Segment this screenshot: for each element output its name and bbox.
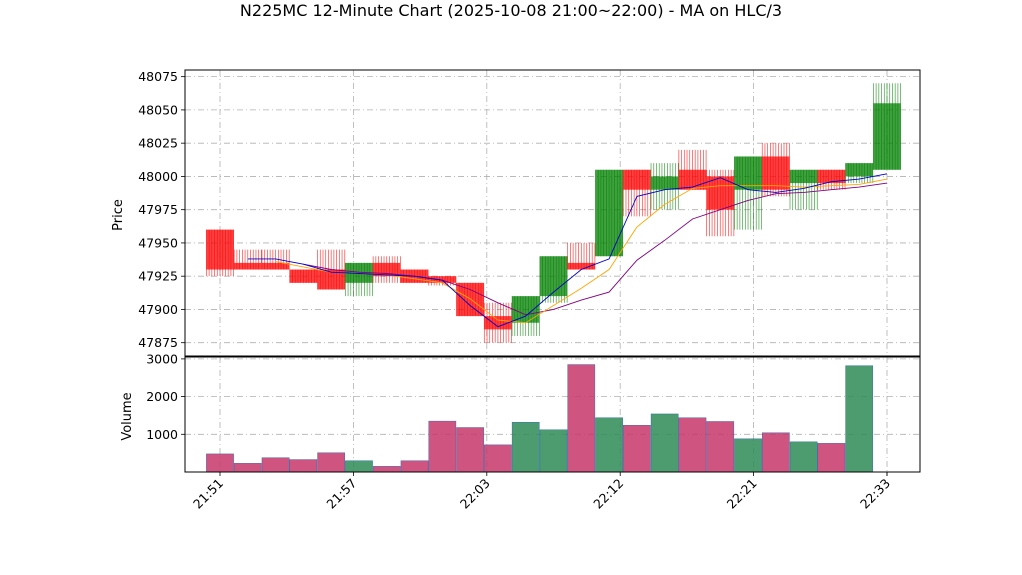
price-axis-label: Price <box>111 199 126 231</box>
volume-bar <box>567 364 596 473</box>
volume-bar <box>706 421 735 473</box>
candle-body <box>873 103 901 170</box>
candle-down <box>483 302 512 343</box>
price-tick-label: 48050 <box>138 102 178 117</box>
candle-up <box>650 163 679 210</box>
candle-body <box>317 269 345 290</box>
ma-slow-line <box>303 182 888 316</box>
x-tick-label: 21:51 <box>190 476 226 512</box>
volume-tick-label: 3000 <box>146 351 178 366</box>
candle-body <box>428 276 456 283</box>
volume-bar <box>845 365 874 473</box>
price-tick-label: 47975 <box>138 202 178 217</box>
price-frame <box>184 69 921 357</box>
candle-up <box>595 169 624 257</box>
volume-bar <box>206 453 234 473</box>
candle-body <box>734 156 762 190</box>
volume-bar <box>400 460 429 473</box>
volume-bar <box>484 444 512 473</box>
candle-down <box>817 169 846 190</box>
price-panel: 47875 47900 47925 47950 47975 48000 48025 48050… <box>111 69 921 357</box>
volume-bar <box>261 457 290 473</box>
volume-bar <box>372 466 401 473</box>
candle-body <box>567 262 595 270</box>
volume-axis-label: Volume <box>120 392 135 440</box>
candle-up <box>344 262 373 297</box>
volume-bar <box>734 438 762 473</box>
x-tick-label: 21:57 <box>323 476 359 512</box>
price-tick-label: 47925 <box>138 269 178 284</box>
candle-up <box>734 156 763 230</box>
candle-up <box>873 83 901 170</box>
candle-down <box>206 229 234 277</box>
volume-bar <box>789 441 818 473</box>
volume-bar <box>817 443 846 473</box>
candle-body <box>345 262 373 283</box>
x-axis: 21:51 21:57 22:03 22:12 22:21 22:33 <box>190 472 893 512</box>
volume-bar <box>678 417 707 473</box>
volume-bar <box>762 432 790 473</box>
price-tick-label: 48000 <box>138 169 178 184</box>
candle-down <box>233 249 262 270</box>
price-tick-label: 48075 <box>138 69 178 84</box>
x-tick-label: 22:03 <box>457 476 493 512</box>
volume-tick-label: 1000 <box>146 427 178 442</box>
volume-bar <box>623 425 651 473</box>
volume-frame <box>184 356 921 473</box>
candle-body <box>790 169 818 184</box>
candle-down <box>567 242 596 270</box>
candle-down <box>761 143 790 197</box>
volume-panel: 1000 2000 3000 Volume <box>120 351 921 473</box>
ma-fast-line <box>247 173 888 328</box>
candle-body <box>456 282 484 317</box>
candle-body <box>817 169 846 184</box>
volume-bar <box>345 460 373 473</box>
candle-body <box>206 229 234 270</box>
chart-title: N225MC 12-Minute Chart (2025-10-08 21:00… <box>239 1 783 20</box>
price-tick-label: 47950 <box>138 235 178 250</box>
volume-tick-label: 2000 <box>146 389 178 404</box>
candle-up <box>511 296 540 337</box>
candle-body <box>595 169 623 257</box>
candle-body <box>512 296 540 323</box>
candle-body <box>845 163 873 177</box>
price-tick-label: 47900 <box>138 302 178 317</box>
price-plot-area <box>185 70 920 356</box>
price-tick-label: 48025 <box>138 136 178 151</box>
candle-body <box>289 269 317 283</box>
volume-bar <box>539 429 568 473</box>
candle-down <box>317 249 346 290</box>
volume-bar <box>428 420 457 473</box>
candle-down <box>289 269 318 283</box>
volume-bar <box>650 413 679 473</box>
candle-body <box>261 262 290 270</box>
volume-bar <box>233 463 262 473</box>
volume-bar <box>317 452 345 473</box>
volume-bar <box>511 422 540 473</box>
volume-bar <box>289 459 318 473</box>
candle-down <box>456 282 485 317</box>
candle-up <box>539 256 568 303</box>
candle-up <box>789 169 818 210</box>
volume-bar <box>456 427 484 473</box>
candle-body <box>539 256 568 297</box>
candle-body <box>762 156 790 190</box>
volume-bar <box>595 417 623 473</box>
candle-body <box>623 169 651 190</box>
candle-body <box>651 176 679 190</box>
candle-body <box>234 262 262 270</box>
price-tick-label: 47875 <box>138 335 178 350</box>
candle-down <box>706 169 735 237</box>
x-tick-label: 22:21 <box>724 476 760 512</box>
x-tick-label: 22:33 <box>857 476 893 512</box>
candle-body <box>484 316 512 330</box>
x-tick-label: 22:12 <box>590 476 626 512</box>
